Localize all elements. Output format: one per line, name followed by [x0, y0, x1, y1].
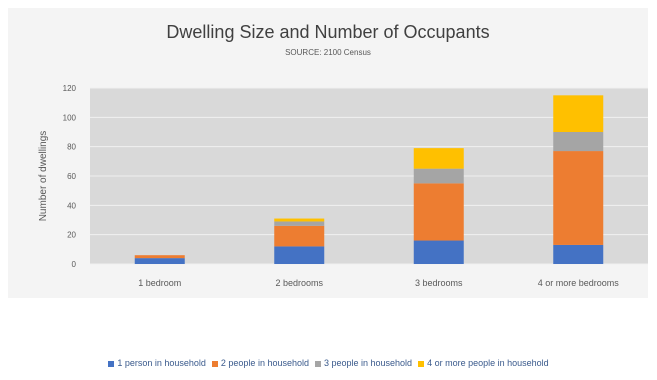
- y-tick-label: 120: [63, 84, 77, 93]
- bar-segment: [413, 168, 464, 184]
- bar-segment: [553, 244, 604, 264]
- y-tick-label: 40: [67, 201, 76, 210]
- bar-segment: [413, 148, 464, 169]
- legend-label: 2 people in household: [220, 358, 309, 368]
- bar-segment: [413, 240, 464, 264]
- legend-label: 4 or more people in household: [427, 358, 549, 368]
- bar-segment: [413, 183, 464, 241]
- chart-title: Dwelling Size and Number of Occupants: [166, 22, 490, 42]
- y-tick-label: 0: [72, 260, 77, 269]
- y-axis-label: Number of dwellings: [38, 131, 49, 222]
- y-tick-label: 60: [67, 172, 76, 181]
- legend-label: 1 person in household: [117, 358, 206, 368]
- legend-swatch: [314, 360, 321, 367]
- bar-segment: [553, 95, 604, 132]
- x-tick-label: 1 bedroom: [138, 278, 181, 288]
- legend-label: 3 people in household: [323, 358, 413, 368]
- bar-segment: [274, 246, 325, 264]
- bar-segment: [134, 255, 185, 259]
- x-tick-label: 4 or more bedrooms: [538, 278, 620, 288]
- bar-segment: [134, 258, 185, 264]
- x-tick-label: 3 bedrooms: [415, 278, 463, 288]
- bar-segment: [553, 151, 604, 245]
- x-tick-label: 2 bedrooms: [275, 278, 323, 288]
- y-tick-label: 80: [67, 143, 76, 152]
- legend-swatch: [418, 360, 425, 367]
- bar-segment: [274, 221, 325, 226]
- y-tick-label: 100: [63, 113, 77, 122]
- y-tick-label: 20: [67, 231, 76, 240]
- bar-segment: [274, 225, 325, 247]
- legend-swatch: [108, 360, 115, 367]
- chart-legend: 1 person in household 2 people in househo…: [0, 358, 657, 368]
- chart-subtitle: SOURCE: 2100 Census: [285, 48, 371, 57]
- legend-item: 4 or more people in household: [418, 358, 549, 368]
- legend-item: 1 person in household: [108, 358, 206, 368]
- bar-segment: [274, 218, 325, 222]
- legend-swatch: [211, 360, 218, 367]
- legend-item: 2 people in household: [211, 358, 309, 368]
- legend-item: 3 people in household: [314, 358, 413, 368]
- bar-segment: [553, 132, 604, 152]
